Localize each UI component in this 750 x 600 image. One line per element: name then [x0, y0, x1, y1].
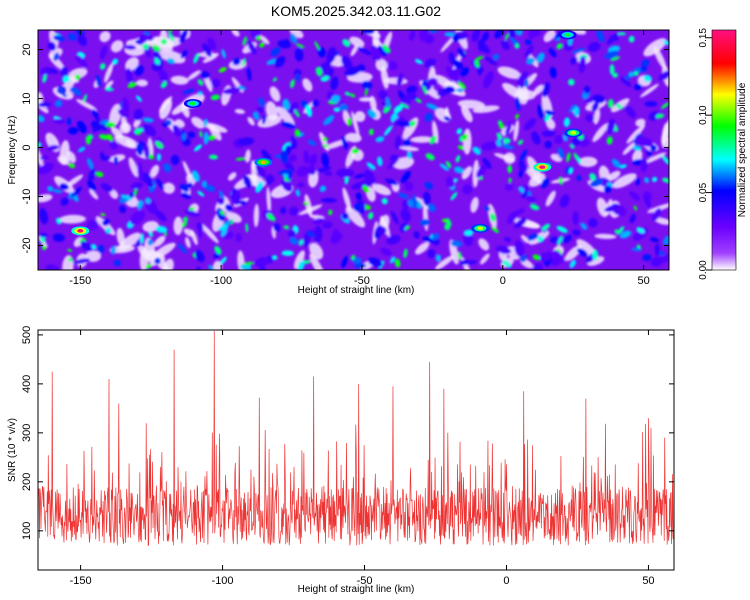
colorbar-tick-label: 0.05 — [698, 182, 709, 202]
snr-y-tick-label: 500 — [21, 326, 33, 344]
heatmap-x-tick-label: -150 — [69, 275, 91, 287]
snr-x-tick-label: 50 — [642, 575, 654, 587]
colorbar-label: Normalized spectral amplitude — [737, 82, 748, 217]
figure-title: KOM5.2025.342.03.11.G02 — [271, 3, 441, 19]
colorbar: 0.00 0.05 0.10 0.15 Normalized spectral amp… — [698, 28, 748, 280]
snr-series-line — [38, 330, 674, 547]
heatmap-hotspots — [71, 30, 583, 236]
heatmap-hotspot-0 — [533, 162, 552, 172]
heatmap-hotspot-6 — [558, 30, 577, 40]
heatmap-y-tick-label: 20 — [21, 43, 33, 55]
snr-x-axis: -150 -100 -50 0 50 — [70, 330, 655, 587]
snr-y-tick-label: 400 — [21, 375, 33, 393]
snr-panel: -150 -100 -50 0 50 100 200 300 400 500 Height of… — [7, 326, 675, 595]
colorbar-gradient — [711, 29, 737, 271]
heatmap-hotspot-2 — [254, 157, 273, 167]
snr-y-tick-label: 100 — [21, 522, 33, 540]
snr-x-tick-label: 0 — [503, 575, 509, 587]
snr-x-tick-label: -150 — [70, 575, 92, 587]
snr-y-tick-label: 200 — [21, 473, 33, 491]
heatmap-hotspot-4 — [471, 223, 490, 233]
colorbar-ticks: 0.00 0.05 0.10 0.15 — [698, 28, 712, 280]
heatmap-x-axis-label: Height of straight line (km) — [298, 285, 415, 296]
heatmap-y-tick-label: 10 — [21, 92, 33, 104]
heatmap-blobs — [38, 30, 669, 270]
heatmap-x-tick-label: 0 — [500, 275, 506, 287]
snr-y-axis: 100 200 300 400 500 — [21, 326, 674, 540]
colorbar-tick-label: 0.15 — [698, 28, 709, 48]
heatmap-x-tick-label: -100 — [210, 275, 232, 287]
heatmap-hotspot-3 — [564, 128, 583, 138]
heatmap-hotspot-5 — [183, 98, 202, 108]
snr-y-tick-label: 300 — [21, 424, 33, 442]
heatmap-hotspot-1 — [71, 226, 90, 236]
snr-frame — [37, 329, 675, 571]
heatmap-y-axis: -20 -10 0 10 20 — [21, 43, 669, 253]
heatmap-x-tick-label: 50 — [638, 275, 650, 287]
heatmap-y-tick-label: -20 — [21, 238, 33, 254]
colorbar-tick-label: 0.00 — [698, 260, 709, 280]
heatmap-x-tick-label: -50 — [354, 275, 370, 287]
snr-x-axis-label: Height of straight line (km) — [298, 584, 415, 595]
snr-y-axis-label: SNR (10 * v/v) — [7, 418, 18, 482]
heatmap-texture — [38, 30, 669, 270]
heatmap-y-axis-label: Frequency (Hz) — [7, 116, 18, 185]
heatmap-y-tick-label: 0 — [21, 144, 33, 150]
colorbar-tick-label: 0.10 — [698, 105, 709, 125]
heatmap-x-axis: -150 -100 -50 0 50 — [69, 30, 650, 287]
snr-x-tick-label: -50 — [357, 575, 373, 587]
snr-x-tick-label: -100 — [212, 575, 234, 587]
heatmap-y-tick-label: -10 — [21, 189, 33, 205]
heatmap-frame — [37, 29, 670, 271]
